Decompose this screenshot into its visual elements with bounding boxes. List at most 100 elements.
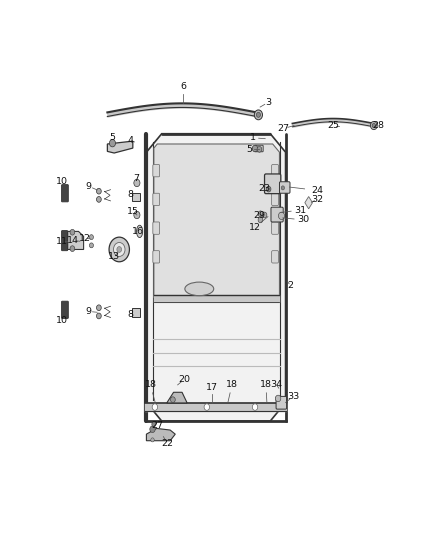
FancyBboxPatch shape <box>255 145 263 152</box>
Polygon shape <box>146 429 175 441</box>
Circle shape <box>96 197 101 202</box>
Circle shape <box>152 404 158 410</box>
Text: 24: 24 <box>311 186 323 195</box>
FancyBboxPatch shape <box>61 184 68 202</box>
Text: 20: 20 <box>178 375 191 384</box>
Polygon shape <box>167 392 187 403</box>
FancyBboxPatch shape <box>153 193 159 206</box>
Text: 31: 31 <box>294 206 306 215</box>
FancyBboxPatch shape <box>61 301 68 318</box>
Polygon shape <box>305 197 312 209</box>
FancyBboxPatch shape <box>272 222 279 235</box>
Text: 18: 18 <box>145 381 156 390</box>
Text: 9: 9 <box>86 182 92 191</box>
Text: 30: 30 <box>297 215 309 224</box>
Text: 29: 29 <box>253 211 265 220</box>
Text: 27: 27 <box>277 124 289 133</box>
Text: 5: 5 <box>246 145 252 154</box>
FancyBboxPatch shape <box>272 165 279 177</box>
Circle shape <box>109 237 130 262</box>
Circle shape <box>276 395 281 402</box>
Text: 8: 8 <box>127 310 133 319</box>
Circle shape <box>257 147 262 152</box>
Polygon shape <box>146 134 286 421</box>
Circle shape <box>252 145 258 152</box>
Circle shape <box>96 188 101 194</box>
Circle shape <box>70 246 75 252</box>
Text: 34: 34 <box>270 379 282 389</box>
Text: 8: 8 <box>127 190 133 199</box>
Text: 9: 9 <box>86 307 92 316</box>
Circle shape <box>262 212 267 218</box>
FancyBboxPatch shape <box>153 165 159 177</box>
Circle shape <box>152 422 156 427</box>
Text: 11: 11 <box>56 237 67 246</box>
Text: 2: 2 <box>288 281 293 290</box>
Circle shape <box>150 426 155 432</box>
Text: 3: 3 <box>265 98 272 107</box>
Text: 18: 18 <box>226 381 238 390</box>
Ellipse shape <box>137 225 143 238</box>
FancyBboxPatch shape <box>276 397 286 409</box>
Circle shape <box>96 305 101 311</box>
Text: 32: 32 <box>311 195 323 204</box>
Circle shape <box>258 211 263 216</box>
Text: 25: 25 <box>327 121 339 130</box>
Polygon shape <box>67 231 84 249</box>
Text: 33: 33 <box>287 392 299 401</box>
Circle shape <box>258 217 263 223</box>
Polygon shape <box>132 193 140 201</box>
FancyBboxPatch shape <box>265 174 281 193</box>
Text: 18: 18 <box>260 381 272 390</box>
Polygon shape <box>132 308 140 317</box>
Text: 28: 28 <box>372 121 384 130</box>
Circle shape <box>134 211 140 219</box>
Text: 10: 10 <box>56 317 67 325</box>
Text: 17: 17 <box>205 383 218 392</box>
Ellipse shape <box>185 282 214 296</box>
Circle shape <box>371 122 377 130</box>
Circle shape <box>256 112 261 117</box>
Text: 23: 23 <box>258 184 271 193</box>
Text: 7: 7 <box>134 174 140 183</box>
Circle shape <box>117 247 122 252</box>
Circle shape <box>89 243 93 248</box>
Circle shape <box>281 186 285 190</box>
Text: 4: 4 <box>127 136 133 145</box>
Text: 16: 16 <box>132 227 144 236</box>
FancyBboxPatch shape <box>271 207 283 222</box>
Polygon shape <box>107 141 133 153</box>
Circle shape <box>252 404 258 410</box>
FancyBboxPatch shape <box>272 251 279 263</box>
Circle shape <box>134 179 140 187</box>
Circle shape <box>70 229 75 235</box>
Circle shape <box>204 404 209 410</box>
FancyBboxPatch shape <box>61 231 67 251</box>
Polygon shape <box>154 144 279 297</box>
Circle shape <box>266 186 271 192</box>
Circle shape <box>170 397 175 402</box>
Text: 13: 13 <box>108 252 120 261</box>
Text: 6: 6 <box>180 82 186 91</box>
Text: 10: 10 <box>56 177 67 186</box>
Circle shape <box>254 110 262 120</box>
Circle shape <box>96 313 101 319</box>
Circle shape <box>113 243 125 256</box>
Circle shape <box>110 140 116 147</box>
Text: 27: 27 <box>151 421 163 430</box>
Circle shape <box>279 212 285 220</box>
FancyBboxPatch shape <box>279 182 290 193</box>
FancyBboxPatch shape <box>272 193 279 206</box>
FancyBboxPatch shape <box>153 222 159 235</box>
Text: 22: 22 <box>162 439 173 448</box>
Text: 5: 5 <box>110 133 116 142</box>
Text: 12: 12 <box>249 223 261 232</box>
Text: 14: 14 <box>67 236 79 245</box>
Text: 12: 12 <box>79 234 91 243</box>
Circle shape <box>372 124 375 127</box>
Circle shape <box>151 438 154 442</box>
Text: 15: 15 <box>127 207 139 216</box>
Text: 1: 1 <box>251 133 256 142</box>
Circle shape <box>89 235 93 240</box>
FancyBboxPatch shape <box>153 251 159 263</box>
